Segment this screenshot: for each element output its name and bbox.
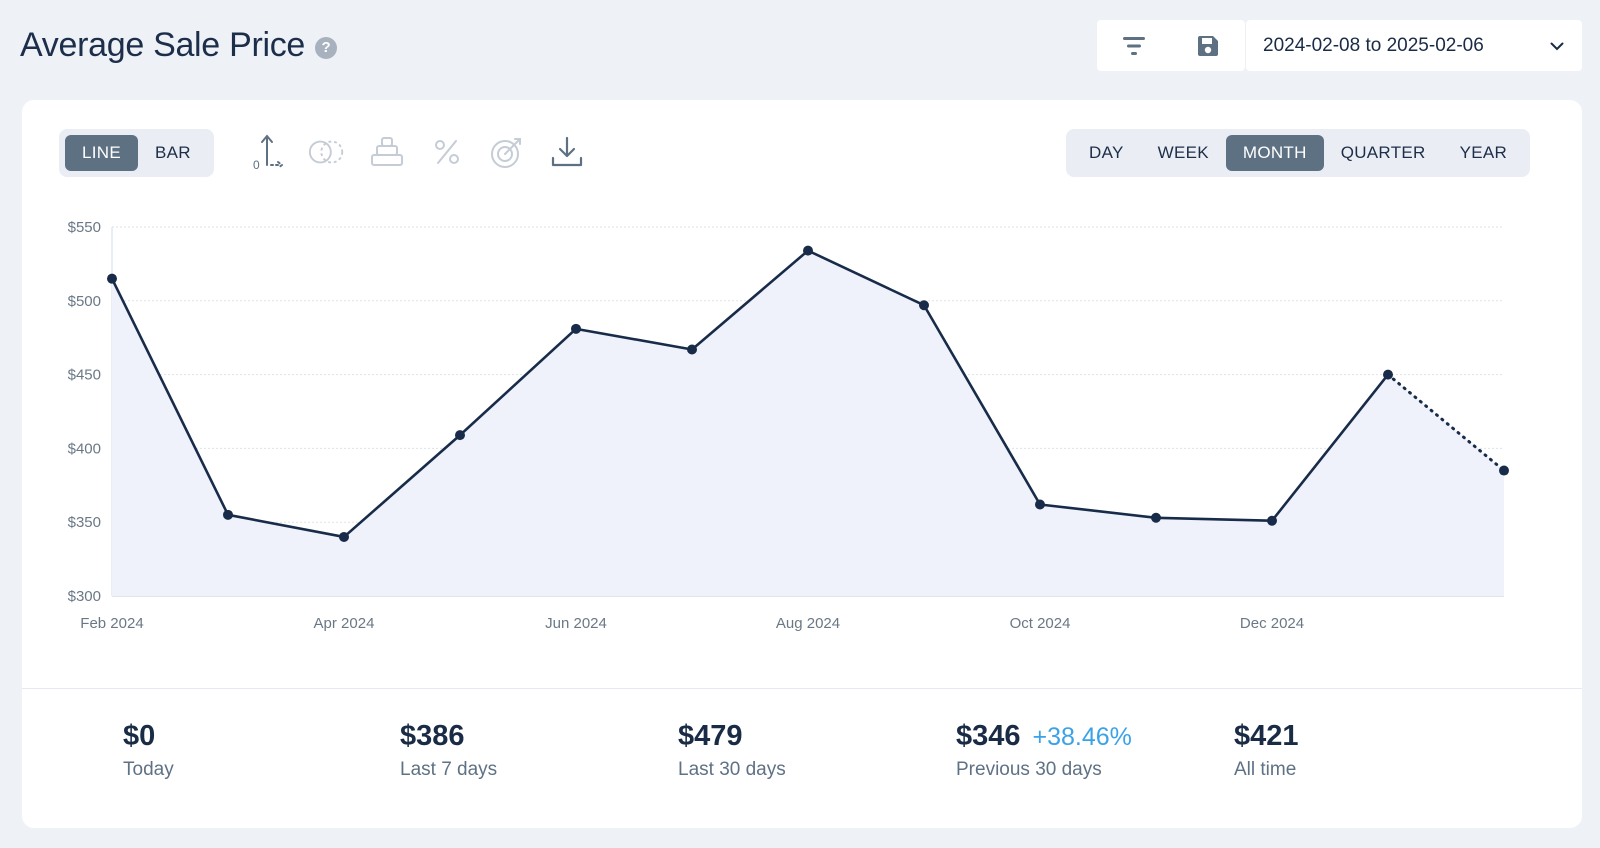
series-line-partial — [1386, 373, 1506, 473]
help-icon[interactable]: ? — [315, 36, 338, 59]
data-point — [1151, 512, 1161, 523]
stat-label: All time — [1234, 759, 1297, 780]
stat-last-30-days: $479 Last 30 days — [678, 720, 786, 781]
stat-label: Previous 30 days — [956, 759, 1102, 780]
stat-value: $479 — [678, 720, 743, 752]
y-tick-label: $550 — [68, 219, 101, 236]
stat-value: $386 — [400, 720, 465, 752]
data-point — [223, 509, 233, 520]
data-point — [571, 323, 581, 334]
y-tick-label: $500 — [68, 293, 101, 310]
y-tick-label: $300 — [68, 588, 101, 605]
data-point — [455, 430, 465, 441]
stat-value: $346 — [956, 720, 1021, 752]
chevron-down-icon — [1550, 35, 1564, 57]
chart-card: LINE BAR 0 — [22, 100, 1582, 828]
period-week[interactable]: WEEK — [1157, 143, 1209, 162]
area-fill — [112, 250, 1504, 596]
chart-tools: 0 — [247, 130, 607, 174]
stat-last-7-days: $386 Last 7 days — [400, 720, 497, 781]
target-icon[interactable] — [487, 130, 527, 174]
data-point — [1499, 465, 1509, 476]
y-tick-label: $350 — [68, 514, 101, 531]
data-point — [1035, 499, 1045, 510]
stat-label: Last 7 days — [400, 759, 498, 780]
percent-icon[interactable] — [427, 130, 467, 174]
bar-toggle[interactable]: BAR — [155, 143, 191, 162]
x-tick-label: Oct 2024 — [1010, 615, 1071, 632]
series-line — [110, 249, 1390, 539]
y-tick-label: $450 — [68, 367, 101, 384]
stat-today: $0 Today — [123, 720, 174, 781]
period-day[interactable]: DAY — [1089, 143, 1124, 162]
svg-text:0: 0 — [253, 158, 260, 172]
period-month[interactable]: MONTH — [1225, 135, 1324, 171]
line-toggle[interactable]: LINE — [65, 135, 138, 171]
x-tick-label: Feb 2024 — [80, 615, 143, 632]
stat-label: Today — [123, 759, 174, 780]
download-icon[interactable] — [547, 130, 587, 174]
chart-type-toggle: LINE BAR — [59, 129, 214, 177]
line-chart: $300 $350 $400 $450 $500 $550 Feb 2024 Apr 2024… — [68, 219, 1509, 632]
data-point — [107, 273, 117, 284]
stat-value: $421 — [1234, 720, 1299, 752]
period-year[interactable]: YEAR — [1459, 143, 1508, 162]
data-point — [1267, 515, 1277, 526]
top-toolbar — [1097, 20, 1245, 71]
stat-value: $0 — [123, 720, 156, 752]
y-tick-label: $400 — [68, 440, 101, 457]
stat-previous-30-days: $346 +38.46% Previous 30 days — [956, 720, 1132, 781]
x-tick-label: Apr 2024 — [314, 615, 375, 632]
stat-label: Last 30 days — [678, 759, 786, 780]
data-point — [687, 344, 697, 355]
data-point — [919, 300, 929, 311]
period-quarter[interactable]: QUARTER — [1340, 143, 1426, 162]
x-tick-label: Jun 2024 — [545, 615, 607, 632]
data-point — [339, 531, 349, 542]
divider — [22, 688, 1582, 689]
date-range-select[interactable]: 2024-02-08 to 2025-02-06 — [1246, 20, 1582, 71]
compare-icon[interactable] — [307, 130, 347, 174]
axis-icon[interactable]: 0 — [247, 130, 287, 174]
stat-change: +38.46% — [1032, 723, 1132, 751]
page-header: Average Sale Price ? — [20, 26, 338, 65]
page-title: Average Sale Price — [20, 26, 306, 64]
stat-all-time: $421 All time — [1234, 720, 1299, 781]
date-range-value: 2024-02-08 to 2025-02-06 — [1263, 34, 1484, 56]
data-point — [803, 245, 813, 256]
x-tick-label: Dec 2024 — [1240, 615, 1304, 632]
save-icon[interactable] — [1188, 26, 1228, 66]
period-toggle: DAY WEEK MONTH QUARTER YEAR — [1066, 129, 1531, 177]
filter-icon[interactable] — [1114, 26, 1154, 66]
data-point — [1383, 369, 1393, 380]
x-tick-label: Aug 2024 — [776, 615, 840, 632]
stack-icon[interactable] — [367, 130, 407, 174]
